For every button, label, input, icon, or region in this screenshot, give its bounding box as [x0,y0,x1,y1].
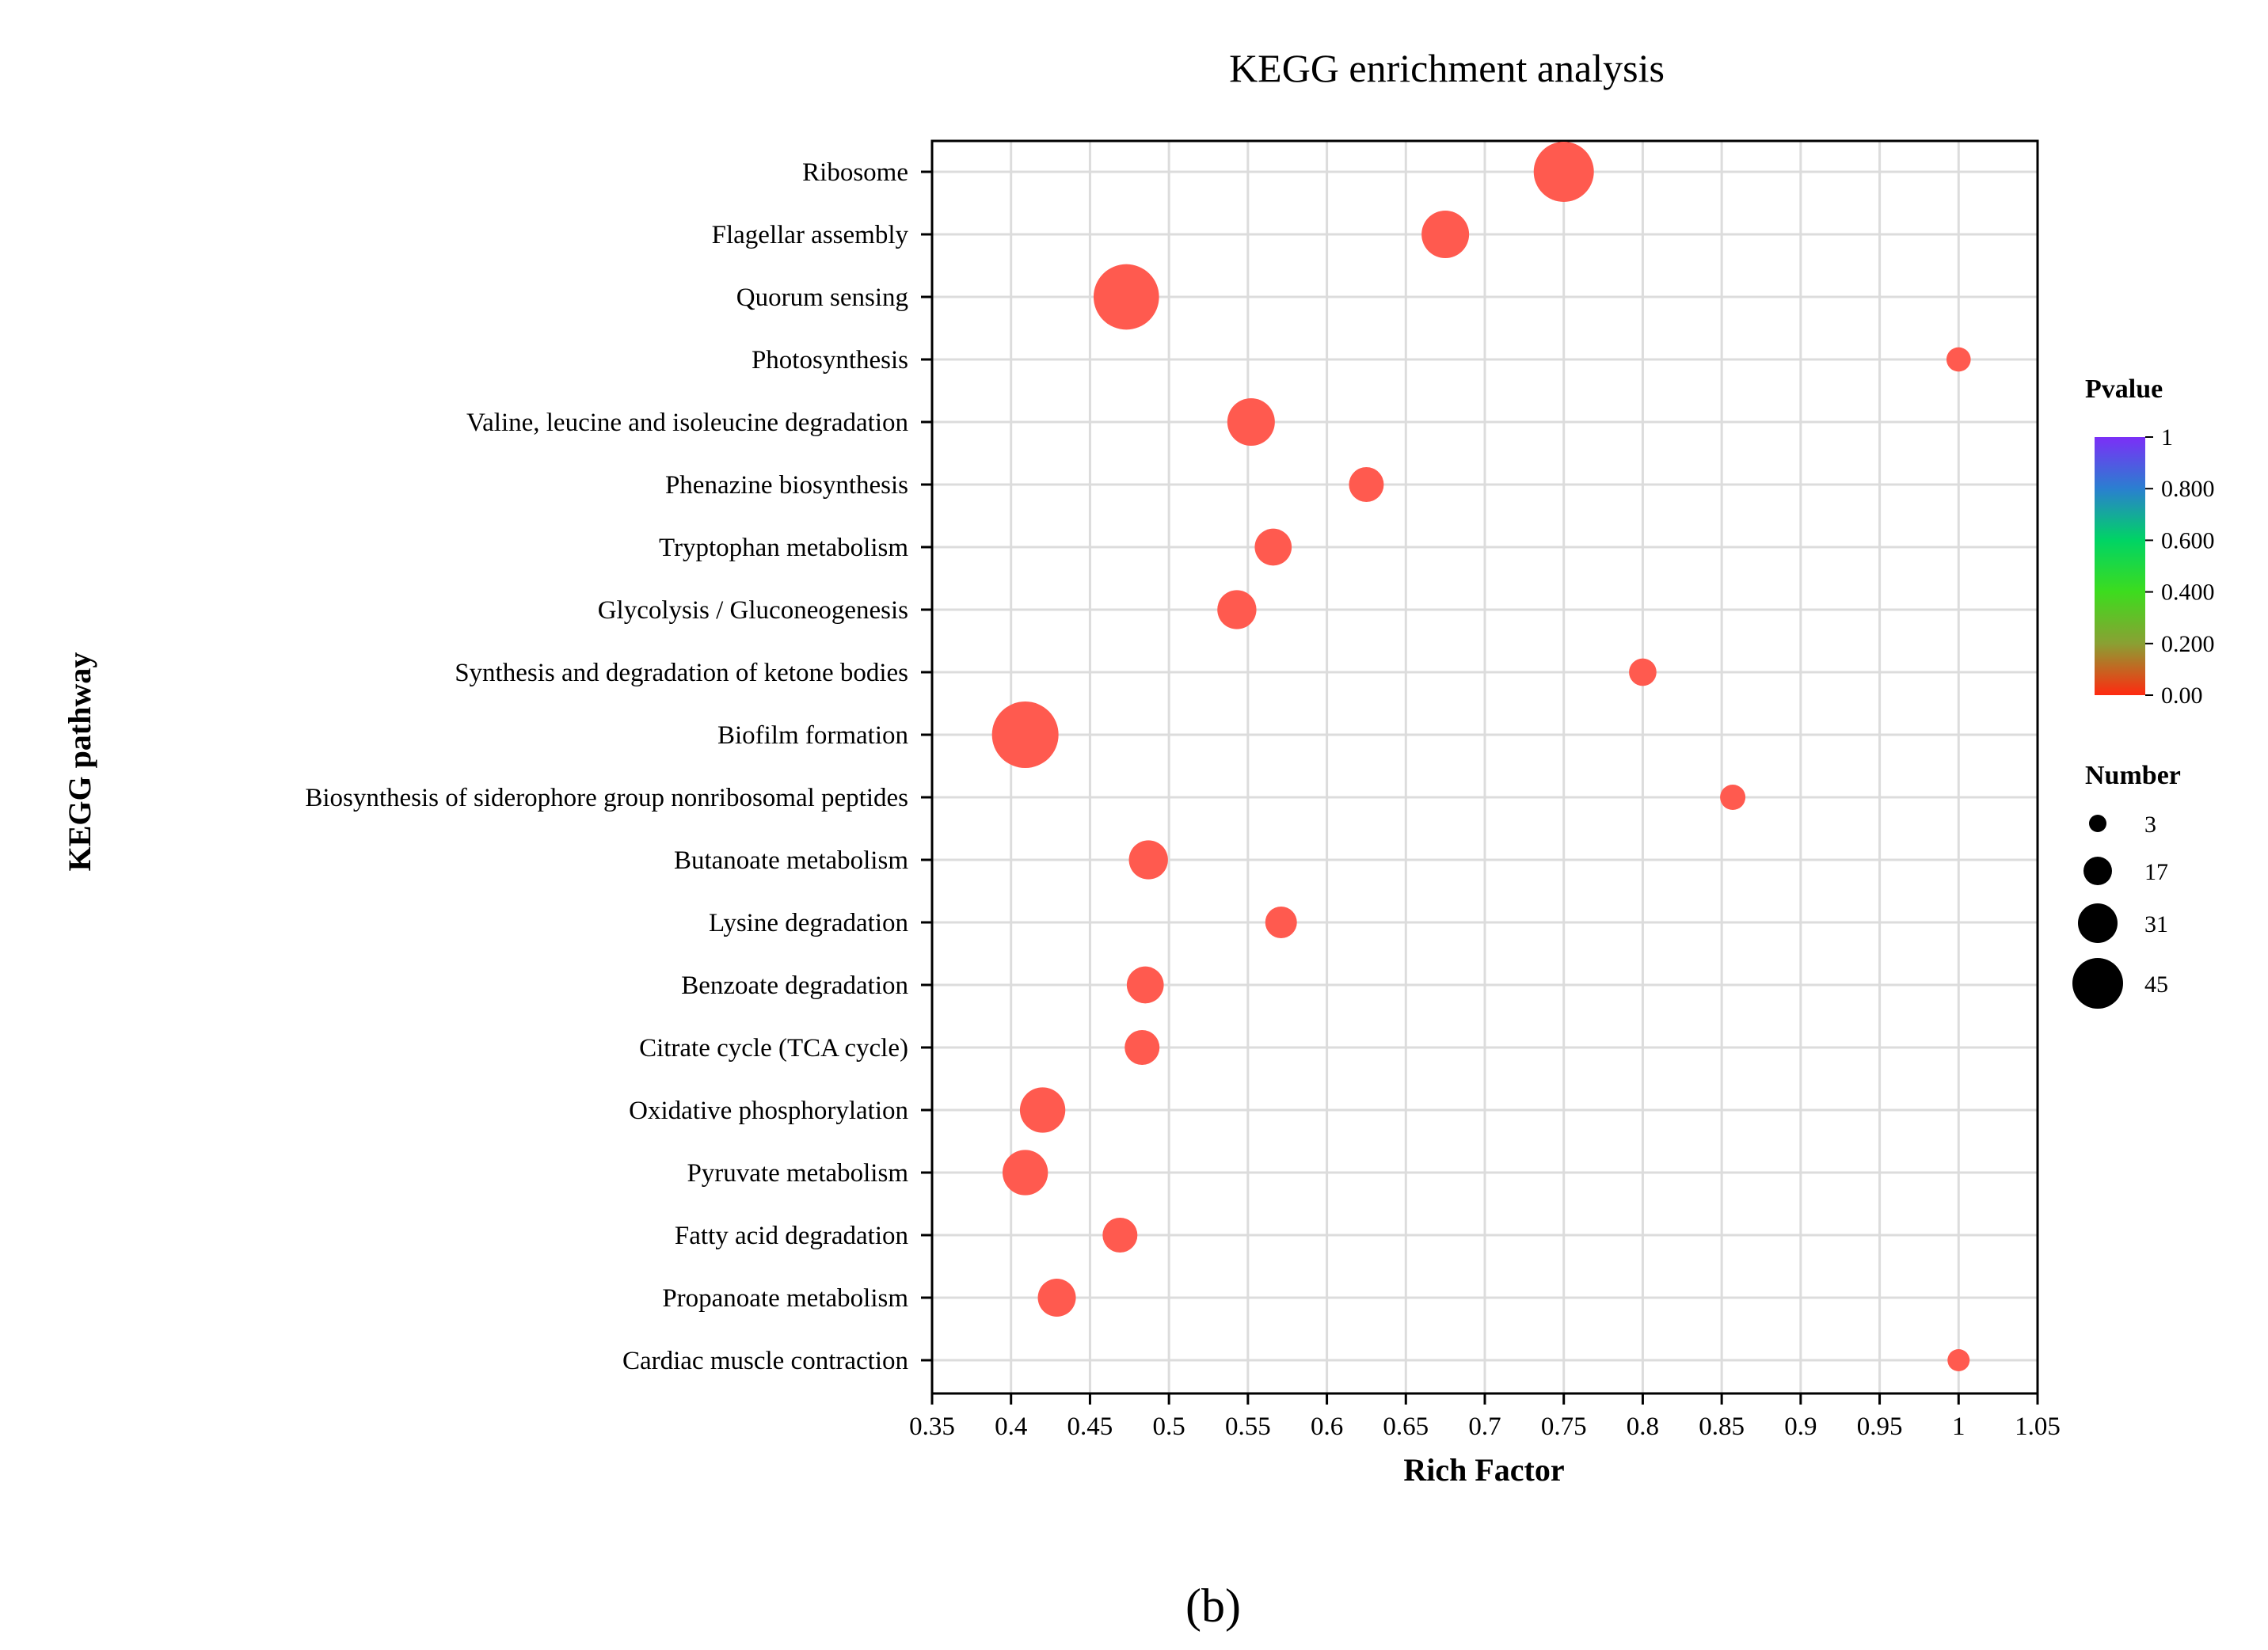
size-legend-dot [2089,815,2106,832]
x-tick-label: 0.55 [1225,1412,1271,1441]
data-point [1947,1349,1970,1371]
pvalue-legend: Pvalue 1 0.800 0.600 0.400 0.200 0.00 [2085,374,2215,709]
number-legend: Number 3 17 31 45 [2072,761,2181,1009]
y-tick-label: Quorum sensing [736,283,908,312]
size-legend-label: 3 [2144,812,2156,838]
y-tick-label: Citrate cycle (TCA cycle) [639,1034,908,1063]
pvalue-tick-label: 0.200 [2161,631,2215,657]
x-tick-label: 0.9 [1784,1412,1817,1441]
number-legend-title: Number [2085,761,2181,790]
x-tick-label: 0.5 [1153,1412,1185,1441]
x-tick-label: 0.95 [1857,1412,1903,1441]
y-tick-label: Biosynthesis of siderophore group nonrib… [305,784,908,812]
y-tick-label: Fatty acid degradation [675,1222,908,1250]
pvalue-colorbar [2095,437,2145,695]
x-axis-title: Rich Factor [1403,1452,1564,1488]
pvalue-tick-label: 0.600 [2161,527,2215,553]
y-tick-label: Propanoate metabolism [662,1284,908,1313]
data-point [1227,398,1275,446]
size-legend-dot [2078,903,2118,943]
pvalue-tick-label: 1 [2161,424,2173,451]
x-tick-label: 0.6 [1311,1412,1343,1441]
size-legend-dot [2072,958,2123,1009]
data-point [1124,1030,1160,1065]
y-axis: Ribosome Flagellar assembly Quorum sensing… [305,158,932,1375]
x-tick-label: 1.05 [2015,1412,2061,1441]
x-tick-label: 0.65 [1383,1412,1429,1441]
size-legend-label: 17 [2144,859,2168,885]
pvalue-tick-label: 0.800 [2161,476,2215,502]
x-tick-label: 0.7 [1468,1412,1501,1441]
y-tick-label: Flagellar assembly [712,221,909,249]
y-tick-label: Phenazine biosynthesis [665,471,908,500]
y-tick-label: Glycolysis / Gluconeogenesis [598,596,908,625]
y-tick-label: Lysine degradation [709,909,908,937]
data-point [1102,1218,1138,1253]
pvalue-tick-label: 0.00 [2161,682,2203,709]
x-axis: 0.35 0.4 0.45 0.5 0.55 0.6 0.65 0.7 0.75 0.8 0.85 0… [909,1393,2061,1441]
x-tick-label: 0.45 [1067,1412,1113,1441]
size-legend-dot [2083,857,2112,885]
data-point [1629,658,1657,686]
x-tick-label: 0.85 [1699,1412,1745,1441]
y-axis-title: KEGG pathway [62,652,97,872]
x-tick-label: 0.8 [1627,1412,1659,1441]
x-tick-label: 1 [1952,1412,1965,1441]
data-point [1265,907,1297,938]
y-tick-label: Cardiac muscle contraction [622,1347,908,1375]
data-point [1946,347,1971,372]
y-tick-label: Tryptophan metabolism [659,534,908,562]
size-legend-label: 45 [2144,971,2168,998]
y-tick-label: Synthesis and degradation of ketone bodi… [455,659,908,687]
size-legend-label: 31 [2144,911,2168,937]
y-tick-label: Butanoate metabolism [674,846,908,875]
y-tick-label: Ribosome [802,158,908,187]
y-tick-label: Oxidative phosphorylation [629,1097,908,1125]
data-point [1002,1150,1048,1196]
figure-caption: (b) [1185,1580,1241,1632]
grid-lines [930,141,2039,1393]
x-tick-label: 0.35 [909,1412,955,1441]
data-point [1128,840,1168,880]
y-tick-label: Pyruvate metabolism [687,1159,908,1188]
data-point [1720,785,1746,810]
y-tick-label: Valine, leucine and isoleucine degradati… [466,409,908,437]
data-point [1217,590,1257,629]
pvalue-tick-label: 0.400 [2161,580,2215,606]
data-point [1349,467,1384,502]
chart-title: KEGG enrichment analysis [1229,46,1665,90]
y-tick-label: Biofilm formation [717,721,908,750]
data-point [1093,264,1159,330]
data-point [1019,1087,1066,1133]
x-tick-label: 0.75 [1541,1412,1587,1441]
data-point [1037,1279,1076,1317]
y-tick-label: Benzoate degradation [681,971,908,1000]
data-point [1126,966,1164,1004]
pvalue-legend-title: Pvalue [2085,374,2163,404]
data-point [1421,211,1470,258]
data-point [1254,528,1292,566]
data-point [991,701,1059,768]
x-tick-label: 0.4 [995,1412,1027,1441]
data-points [991,142,1971,1371]
data-point [1533,142,1594,202]
y-tick-label: Photosynthesis [752,346,908,374]
